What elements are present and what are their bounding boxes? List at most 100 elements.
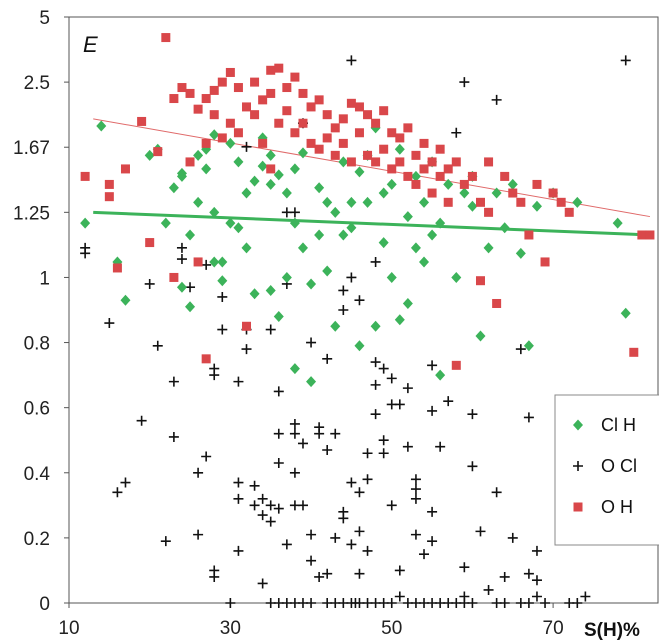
o-cl-point — [346, 55, 357, 66]
o-cl-point — [265, 324, 276, 335]
o-h-point — [637, 230, 647, 240]
x-tick-label: 50 — [381, 618, 402, 639]
o-cl-point — [523, 412, 534, 423]
o-cl-point — [249, 480, 260, 491]
o-cl-point — [225, 598, 236, 608]
cl-h-point — [185, 229, 196, 241]
cl-h-point — [209, 206, 220, 218]
o-h-point — [556, 197, 566, 207]
cl-h-point — [338, 229, 349, 241]
o-h-point — [371, 118, 381, 128]
cl-h-point — [289, 217, 300, 229]
o-cl-point — [322, 353, 333, 364]
cl-h-point — [233, 156, 244, 168]
y-tick-label: 0 — [39, 594, 50, 615]
o-h-point — [217, 133, 227, 143]
o-h-point — [104, 179, 114, 189]
o-cl-point — [160, 536, 171, 547]
o-h-point — [209, 85, 219, 95]
o-h-point — [379, 106, 389, 116]
o-h-point — [645, 230, 655, 240]
o-cl-point — [467, 598, 478, 608]
o-cl-point — [443, 396, 454, 407]
o-h-point — [242, 102, 252, 112]
o-h-point — [250, 77, 260, 87]
o-cl-point — [394, 591, 405, 602]
o-h-point — [459, 179, 469, 189]
cl-h-point — [459, 187, 470, 199]
o-h-point — [266, 164, 276, 174]
y-tick-label: 1 — [39, 268, 50, 289]
o-cl-point — [297, 438, 308, 449]
cl-h-point — [209, 256, 220, 268]
o-cl-point — [176, 242, 187, 253]
o-cl-point — [410, 529, 421, 540]
cl-h-point — [160, 217, 171, 229]
o-cl-point — [193, 529, 204, 540]
o-h-point — [363, 110, 373, 120]
o-cl-point — [346, 477, 357, 488]
cl-h-point — [410, 170, 421, 182]
o-h-point — [346, 98, 356, 108]
cl-h-point — [176, 170, 187, 182]
y-tick-label: 1.25 — [13, 203, 50, 224]
o-cl-point — [144, 278, 155, 289]
o-h-point — [258, 95, 268, 105]
o-cl-point — [354, 526, 365, 537]
o-h-point — [201, 94, 211, 104]
o-h-point — [322, 133, 332, 143]
cl-h-point — [265, 284, 276, 296]
cl-h-point — [386, 271, 397, 283]
o-h-point — [201, 138, 211, 148]
o-cl-point — [620, 55, 631, 66]
o-cl-point — [322, 568, 333, 579]
o-h-point — [419, 138, 429, 148]
o-cl-point — [330, 532, 341, 543]
cl-h-point — [419, 196, 430, 208]
x-axis-label: S(H)% — [584, 620, 640, 641]
o-h-point — [137, 116, 147, 126]
o-cl-point — [491, 487, 502, 498]
cl-h-point — [451, 271, 462, 283]
y-tick-label: 2.5 — [24, 73, 50, 94]
cl-h-point — [354, 340, 365, 352]
o-h-point — [419, 164, 429, 174]
o-h-point — [314, 144, 324, 154]
o-cl-point — [209, 363, 220, 374]
y-tick-label: 0.2 — [24, 529, 50, 550]
cl-h-point — [499, 222, 510, 234]
o-cl-point — [104, 318, 115, 329]
cl-h-point — [289, 363, 300, 375]
cl-h-point — [402, 297, 413, 309]
o-h-point — [112, 263, 122, 273]
legend: Cl H O Cl O H — [554, 394, 659, 546]
cl-h-point — [483, 242, 494, 254]
o-cl-point — [515, 344, 526, 355]
o-h-point — [548, 188, 558, 198]
o-cl-point — [289, 467, 300, 478]
o-cl-point — [378, 448, 389, 459]
o-h-point — [387, 128, 397, 138]
o-h-point — [306, 138, 316, 148]
cl-h-point — [233, 222, 244, 234]
o-cl-point — [370, 379, 381, 390]
o-cl-point — [354, 487, 365, 498]
cl-h-point — [523, 340, 534, 352]
o-cl-point — [273, 458, 284, 469]
legend-label: O Cl — [601, 456, 637, 476]
legend-label: Cl H — [601, 415, 636, 435]
o-cl-point — [217, 324, 228, 335]
cl-h-point — [306, 278, 317, 290]
o-h-point — [475, 197, 485, 207]
o-cl-point — [112, 487, 123, 498]
cl-h-point — [265, 178, 276, 190]
o-cl-point — [80, 242, 91, 253]
cl-h-point — [289, 163, 300, 175]
o-cl-point — [540, 598, 551, 608]
o-cl-point — [193, 467, 204, 478]
o-h-point — [217, 77, 227, 87]
o-h-point — [435, 144, 445, 154]
o-h-point — [177, 83, 187, 93]
o-h-point — [411, 150, 421, 160]
cl-h-point — [314, 182, 325, 194]
